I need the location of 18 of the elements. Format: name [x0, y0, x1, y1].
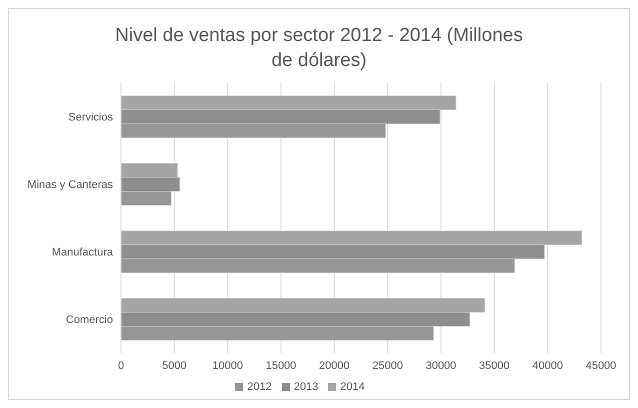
x-tick-label: 10000: [212, 360, 243, 372]
y-tick-label: Comercio: [66, 314, 113, 326]
x-tick-label: 25000: [372, 360, 403, 372]
y-tick-label: Minas y Canteras: [27, 179, 114, 192]
legend-label: 2013: [294, 381, 318, 393]
x-tick-label: 15000: [266, 360, 296, 372]
legend-label: 2014: [340, 381, 365, 393]
x-tick-label: 35000: [479, 360, 510, 372]
x-tick-label: 20000: [319, 360, 350, 372]
y-tick-label: Manufactura: [52, 246, 114, 259]
x-tick-label: 5000: [162, 360, 187, 372]
x-tick-label: 40000: [532, 360, 563, 372]
legend-label: 2012: [247, 381, 272, 393]
x-tick-label: 0: [118, 360, 124, 372]
x-tick-label: 45000: [586, 360, 616, 372]
x-tick-label: 30000: [426, 360, 456, 372]
y-tick-label: Servicios: [68, 112, 114, 124]
chart-title: Nivel de ventas por sector 2012 - 2014 (Millones de dólares): [114, 24, 524, 73]
